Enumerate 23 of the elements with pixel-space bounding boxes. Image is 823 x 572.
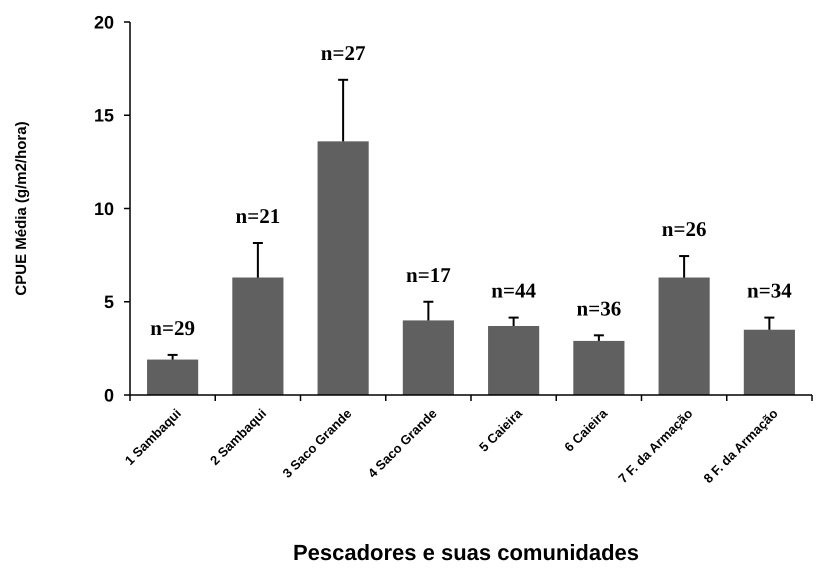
annotation: n=36: [576, 296, 622, 320]
y-tick-label: 15: [94, 106, 114, 126]
annotation: n=27: [320, 40, 366, 65]
annotation: n=26: [662, 217, 706, 242]
bar: [318, 141, 369, 395]
bar: [573, 340, 624, 395]
bar: [402, 320, 454, 395]
bar: [147, 360, 198, 395]
y-axis-title: CPUE Média (g/m2/hora): [13, 121, 30, 296]
annotation: n=21: [236, 204, 280, 228]
y-tick-label: 10: [94, 198, 114, 219]
bar: [658, 278, 710, 395]
y-tick-label: 5: [104, 292, 114, 312]
y-tick-label: 20: [94, 12, 114, 32]
bar: [488, 326, 540, 395]
annotation: n=17: [406, 262, 451, 287]
y-tick-label: 0: [104, 385, 114, 406]
bar: [744, 330, 795, 395]
annotation: n=29: [150, 316, 195, 340]
annotation: n=34: [747, 278, 792, 303]
annotation: n=44: [491, 278, 536, 303]
x-axis-title: Pescadores e suas comunidades: [292, 540, 640, 565]
bar: [232, 278, 284, 395]
